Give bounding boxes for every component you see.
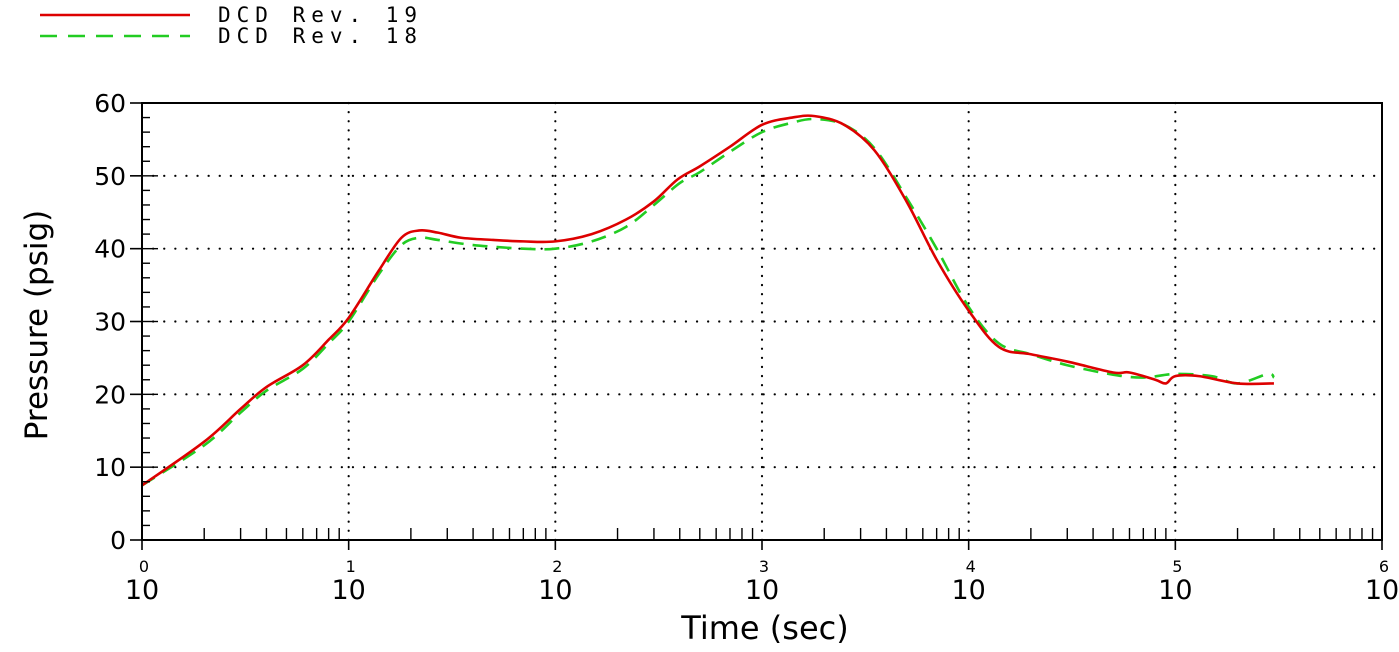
x-tick-label: 10 <box>538 575 572 606</box>
x-tick-label: 10 <box>951 575 985 606</box>
y-axis-label: Pressure (psig) <box>19 210 55 441</box>
x-tick-label: 10 <box>331 575 365 606</box>
y-tick-label: 20 <box>94 380 126 409</box>
x-tick-label: 10 <box>125 575 159 606</box>
x-tick-exponent: 2 <box>552 557 562 576</box>
x-tick-exponent: 3 <box>759 557 769 576</box>
series-line-rev-19 <box>141 114 1274 487</box>
y-tick-label: 50 <box>94 162 126 191</box>
y-tick-label: 10 <box>94 453 126 482</box>
y-tick-label: 40 <box>94 235 126 264</box>
x-tick-label: 10 <box>745 575 779 606</box>
legend-entry: DCD Rev. 18 <box>218 24 423 48</box>
x-tick-exponent: 5 <box>1172 557 1182 576</box>
x-tick-exponent: 1 <box>346 557 356 576</box>
x-tick-exponent: 4 <box>966 557 976 576</box>
x-tick-label: 10 <box>1158 575 1192 606</box>
y-tick-label: 0 <box>110 526 126 555</box>
series-line-rev-18 <box>141 117 1275 487</box>
legend-entry: DCD Rev. 19 <box>218 3 423 27</box>
series-layer <box>141 114 1275 487</box>
y-tick-label: 30 <box>94 308 126 337</box>
x-tick-label: 10 <box>1365 575 1399 606</box>
x-axis-label: Time (sec) <box>680 609 848 647</box>
x-tick-exponent: 0 <box>139 557 149 576</box>
y-tick-label: 60 <box>94 89 126 118</box>
x-tick-exponent: 6 <box>1379 557 1389 576</box>
grid <box>140 101 1384 542</box>
